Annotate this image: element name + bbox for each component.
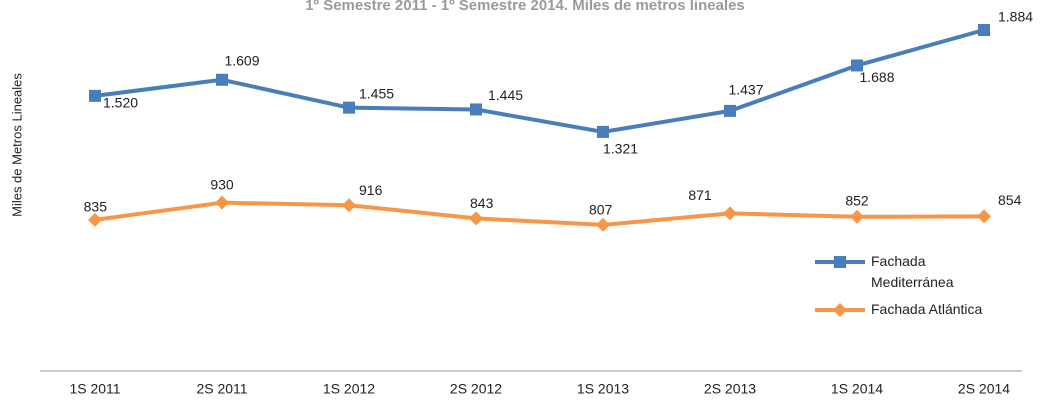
marker: [469, 211, 483, 226]
data-label: 1.445: [488, 87, 523, 103]
data-label: 1.688: [859, 69, 894, 85]
marker: [342, 198, 356, 213]
x-tick-label: 1S 2013: [577, 381, 629, 397]
data-label: 1.455: [359, 85, 394, 101]
y-axis-label: Miles de Metros Lineales: [9, 73, 24, 217]
x-tick-label: 1S 2011: [69, 381, 120, 397]
marker: [833, 303, 847, 317]
marker: [851, 59, 863, 72]
data-label: 852: [845, 192, 869, 208]
x-tick-label: 1S 2014: [831, 381, 883, 397]
data-label: 843: [470, 195, 494, 211]
marker: [343, 101, 355, 114]
line: [94, 200, 985, 227]
marker: [978, 23, 990, 36]
data-label: 1.609: [224, 52, 259, 68]
marker: [89, 89, 101, 102]
data-label: 1.520: [103, 95, 138, 111]
data-label: 835: [84, 199, 108, 215]
marker: [216, 73, 228, 86]
marker: [88, 212, 102, 227]
marker: [597, 125, 609, 138]
legend-label: Fachada Mediterránea: [871, 253, 954, 290]
marker: [977, 209, 991, 224]
x-tick-label: 2S 2013: [704, 381, 756, 397]
x-tick-label: 1S 2012: [323, 381, 375, 397]
x-tick-label: 2S 2011: [196, 381, 247, 397]
data-label: 807: [589, 202, 613, 218]
x-tick-label: 2S 2014: [958, 381, 1010, 397]
data-label: 1.884: [998, 9, 1033, 25]
data-label: 1.437: [728, 82, 763, 98]
legend-label: Fachada Atlántica: [871, 301, 983, 317]
marker: [723, 206, 737, 221]
marker: [596, 217, 610, 232]
line: [94, 28, 985, 134]
data-label: 871: [688, 187, 712, 203]
marker: [724, 104, 736, 117]
marker: [850, 209, 864, 224]
x-tick-label: 2S 2012: [450, 381, 502, 397]
data-label: 1.321: [603, 141, 638, 157]
data-label: 916: [359, 182, 383, 198]
data-label: 930: [210, 176, 234, 192]
chart-title: 1º Semestre 2011 - 1º Semestre 2014. Mil…: [305, 0, 745, 14]
data-label: 854: [998, 192, 1022, 208]
marker: [470, 103, 482, 116]
marker: [834, 256, 846, 268]
marker: [215, 195, 229, 210]
